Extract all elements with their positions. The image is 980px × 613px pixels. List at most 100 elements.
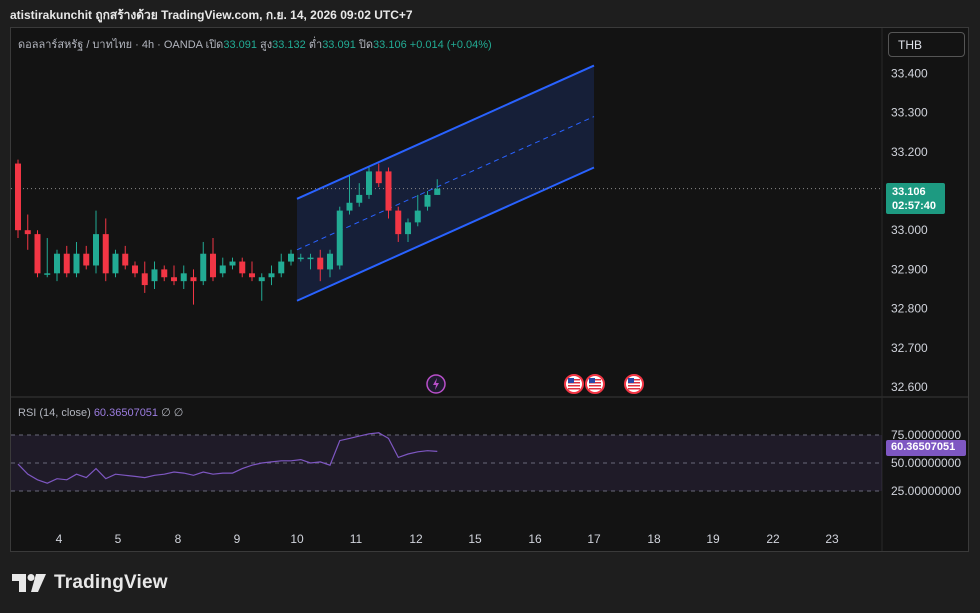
last-price-tag: 33.106 02:57:40 bbox=[886, 183, 945, 214]
high-value: 33.132 bbox=[272, 39, 306, 51]
candle-body bbox=[15, 163, 21, 231]
rsi-tick-label: 75.00000000 bbox=[891, 428, 961, 442]
symbol-legend: ดอลลาร์สหรัฐ / บาทไทย · 4h · OANDA เปิด3… bbox=[18, 35, 492, 53]
candle-body bbox=[395, 210, 402, 235]
us-flag-icon bbox=[564, 374, 584, 394]
candle-body bbox=[219, 265, 226, 274]
candle-body bbox=[336, 210, 343, 266]
x-tick-label: 23 bbox=[825, 532, 839, 546]
candle-body bbox=[346, 202, 353, 211]
open-value: 33.091 bbox=[223, 39, 257, 51]
x-tick-label: 9 bbox=[234, 532, 241, 546]
close-label: ปิด bbox=[358, 39, 374, 51]
candle-body bbox=[132, 265, 138, 274]
y-tick-label: 32.700 bbox=[891, 341, 928, 355]
low-value: 33.091 bbox=[322, 39, 356, 51]
us-flag-icon bbox=[585, 374, 605, 394]
candle-body bbox=[239, 261, 246, 274]
candle-body bbox=[180, 273, 187, 282]
rsi-value-tag: 60.36507051 bbox=[886, 440, 966, 456]
rsi-tick-label: 25.00000000 bbox=[891, 484, 961, 498]
candle-body bbox=[375, 171, 382, 184]
open-label: เปิด bbox=[205, 39, 224, 51]
candle-body bbox=[73, 253, 80, 274]
bar-countdown: 02:57:40 bbox=[892, 200, 937, 212]
candle-body bbox=[414, 210, 421, 223]
candle-body bbox=[54, 253, 60, 274]
candle-body bbox=[102, 234, 109, 274]
x-tick-label: 19 bbox=[706, 532, 720, 546]
x-tick-label: 15 bbox=[468, 532, 482, 546]
brand-name: TradingView bbox=[54, 572, 168, 593]
candle-body bbox=[268, 273, 275, 278]
candle-body bbox=[424, 194, 431, 207]
rsi-line bbox=[17, 432, 438, 484]
candle-body bbox=[366, 171, 372, 195]
x-tick-label: 18 bbox=[647, 532, 661, 546]
symbol-title: ดอลลาร์สหรัฐ / บาทไทย · 4h · OANDA bbox=[18, 39, 203, 51]
channel-mid-line bbox=[296, 116, 595, 251]
candle-body bbox=[317, 257, 324, 270]
x-tick-label: 8 bbox=[175, 532, 182, 546]
x-tick-label: 17 bbox=[587, 532, 601, 546]
us-flag-icon bbox=[624, 374, 644, 394]
candle-body bbox=[297, 257, 304, 260]
y-tick-label: 33.400 bbox=[891, 66, 928, 80]
candle-body bbox=[327, 253, 333, 270]
tradingview-brand[interactable]: TradingView bbox=[12, 572, 168, 594]
candle-body bbox=[307, 257, 314, 260]
candle-body bbox=[63, 253, 70, 274]
y-tick-label: 32.600 bbox=[891, 380, 928, 394]
candle-body bbox=[258, 277, 265, 282]
high-label: สูง bbox=[260, 39, 273, 51]
rsi-label: RSI (14, close) bbox=[18, 407, 91, 419]
y-tick-label: 32.800 bbox=[891, 302, 928, 316]
rsi-legend: RSI (14, close) 60.36507051 ∅ ∅ bbox=[18, 406, 183, 419]
y-tick-label: 33.000 bbox=[891, 223, 928, 237]
candle-body bbox=[93, 234, 99, 266]
candle-body bbox=[385, 171, 392, 211]
x-tick-label: 16 bbox=[528, 532, 542, 546]
y-tick-label: 32.900 bbox=[891, 262, 928, 276]
change-value: +0.014 (+0.04%) bbox=[409, 39, 492, 51]
low-label: ต่ำ bbox=[308, 39, 323, 51]
close-value: 33.106 bbox=[373, 39, 407, 51]
candle-body bbox=[24, 230, 31, 235]
x-tick-label: 11 bbox=[350, 532, 363, 546]
candle-body bbox=[122, 253, 129, 266]
chart-frame[interactable] bbox=[10, 27, 969, 552]
candle-body bbox=[434, 188, 441, 195]
candle-body bbox=[288, 253, 294, 262]
candle-body bbox=[278, 261, 285, 274]
candle-body bbox=[171, 277, 177, 282]
tradingview-logo-icon bbox=[12, 574, 46, 592]
last-price-value: 33.106 bbox=[892, 186, 926, 198]
candle-body bbox=[161, 269, 168, 278]
x-tick-label: 4 bbox=[56, 532, 63, 546]
x-tick-label: 5 bbox=[115, 532, 122, 546]
candle-body bbox=[405, 222, 411, 235]
rsi-tick-label: 50.00000000 bbox=[891, 456, 961, 470]
x-tick-label: 10 bbox=[290, 532, 304, 546]
candle-body bbox=[141, 273, 148, 286]
candle-body bbox=[249, 273, 255, 278]
candle-body bbox=[44, 273, 51, 275]
candle-body bbox=[112, 253, 119, 274]
rsi-value: 60.36507051 bbox=[93, 407, 159, 419]
lightning-icon bbox=[426, 374, 446, 394]
channel-upper-line bbox=[296, 64, 595, 200]
candle-body bbox=[210, 253, 216, 278]
candle-body bbox=[34, 234, 41, 274]
y-tick-label: 33.300 bbox=[891, 106, 928, 120]
chart-header-text: atistirakunchit ถูกสร้างด้วย TradingView… bbox=[10, 8, 413, 22]
channel-lower-line bbox=[296, 166, 595, 302]
x-tick-label: 12 bbox=[409, 532, 423, 546]
currency-button[interactable]: THB bbox=[888, 32, 965, 57]
candle-body bbox=[229, 261, 236, 266]
candle-body bbox=[356, 194, 363, 203]
candle-body bbox=[83, 253, 90, 266]
rsi-extra-1: ∅ bbox=[161, 407, 171, 419]
x-tick-label: 22 bbox=[766, 532, 780, 546]
candle-body bbox=[200, 253, 207, 282]
